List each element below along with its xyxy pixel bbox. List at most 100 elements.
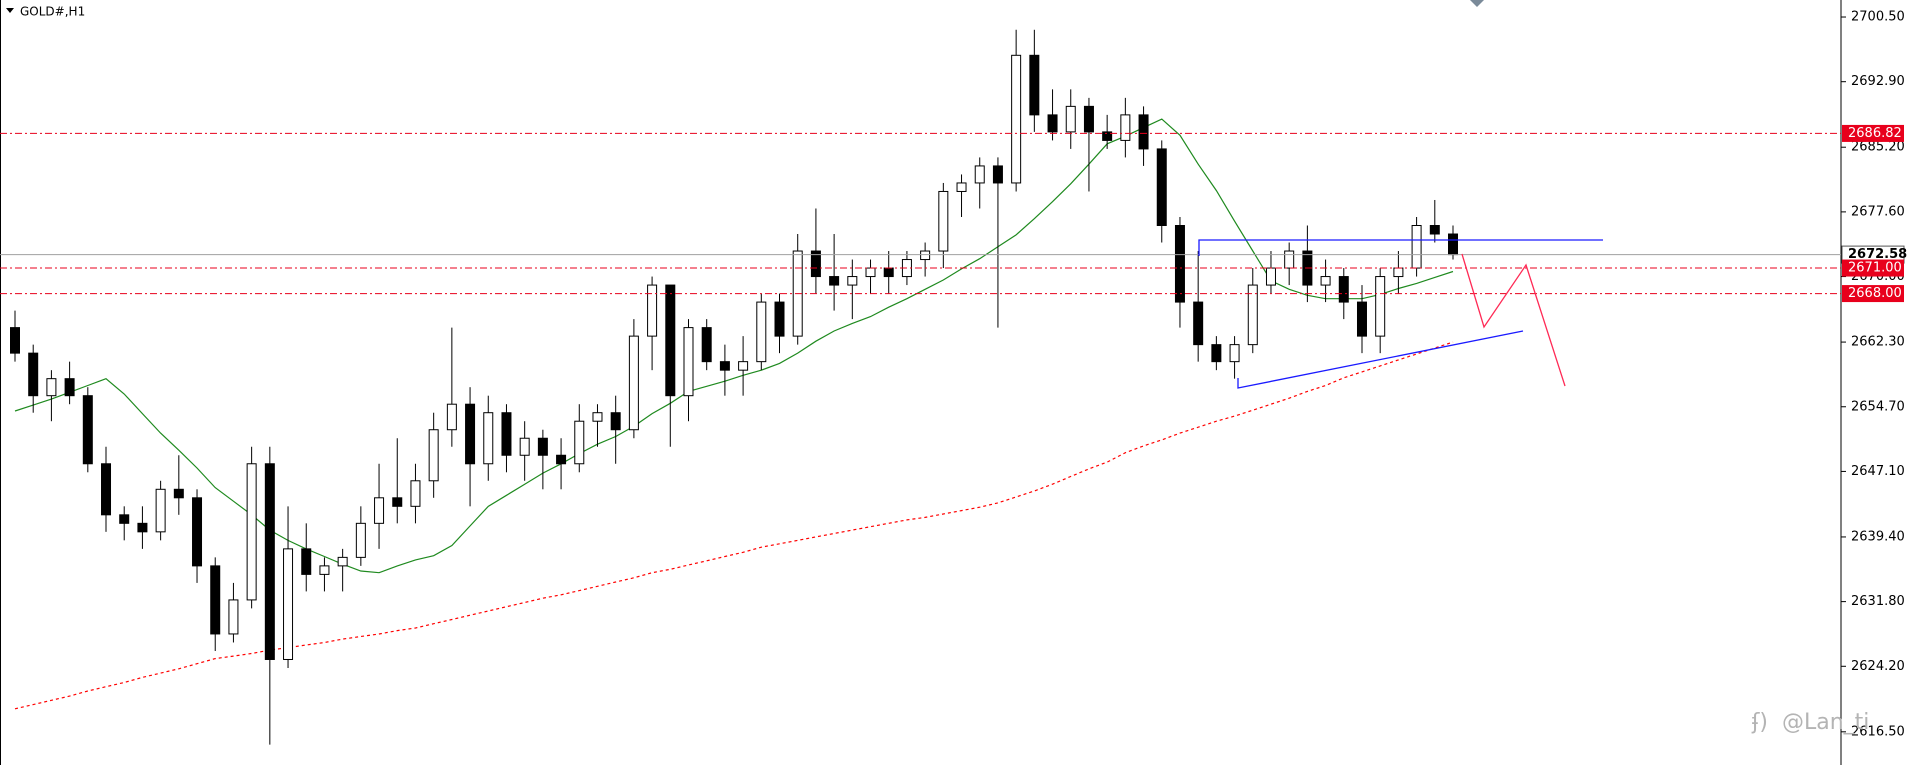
candle-body bbox=[1011, 54, 1022, 184]
support-trendline bbox=[1237, 330, 1524, 389]
candle-body bbox=[1229, 344, 1240, 363]
candle-body bbox=[1065, 105, 1076, 133]
candle-body bbox=[1338, 276, 1349, 303]
candle-body bbox=[574, 420, 585, 465]
candle-body bbox=[1411, 225, 1422, 269]
candle-body bbox=[64, 378, 75, 397]
candle-body bbox=[1265, 267, 1276, 286]
candle-body bbox=[283, 548, 294, 660]
candle-body bbox=[392, 497, 403, 507]
candle-body bbox=[264, 463, 275, 660]
candle-body bbox=[829, 276, 840, 286]
projection-path bbox=[1461, 253, 1566, 387]
candle-body bbox=[1429, 225, 1440, 235]
candle-body bbox=[738, 361, 749, 371]
y-tick-label: 2631.80 bbox=[1851, 594, 1905, 609]
symbol-menu-arrow bbox=[6, 8, 14, 13]
plot: 2700.502692.902685.202677.602670.002662.… bbox=[0, 10, 1905, 745]
y-tick-label: 2685.20 bbox=[1851, 140, 1905, 155]
level-label: 2686.82 bbox=[1848, 126, 1902, 141]
candle-body bbox=[920, 250, 931, 261]
candle-body bbox=[1448, 233, 1458, 256]
candle-body bbox=[774, 301, 785, 337]
candle-body bbox=[847, 276, 858, 286]
candle-body bbox=[701, 327, 712, 363]
candle-body bbox=[155, 488, 166, 533]
candle-body bbox=[556, 454, 567, 465]
candle-body bbox=[10, 327, 20, 354]
y-tick-label: 2616.50 bbox=[1851, 724, 1905, 739]
level-label: 2668.00 bbox=[1848, 286, 1902, 301]
y-tick-label: 2700.50 bbox=[1851, 10, 1905, 25]
candle-body bbox=[82, 395, 93, 465]
candle-body bbox=[301, 548, 312, 575]
candle-body bbox=[1247, 284, 1258, 346]
candle-body bbox=[1356, 301, 1367, 337]
candle-body bbox=[28, 352, 39, 397]
candle-body bbox=[46, 378, 57, 397]
candle-body bbox=[1211, 344, 1222, 363]
candle-body bbox=[1284, 250, 1295, 269]
logo: ʄ) bbox=[1751, 710, 1768, 735]
candle-body bbox=[428, 429, 439, 482]
candle-body bbox=[756, 301, 767, 363]
candle-body bbox=[537, 437, 548, 456]
candle-body bbox=[410, 480, 421, 507]
candle-body bbox=[192, 497, 203, 567]
candle-body bbox=[665, 284, 676, 397]
last-price-label: 2672.58 bbox=[1848, 247, 1907, 262]
y-tick-label: 2692.90 bbox=[1851, 74, 1905, 89]
candle-body bbox=[1193, 301, 1204, 346]
candle-body bbox=[1174, 225, 1185, 303]
candle-body bbox=[246, 463, 257, 601]
level-label-box bbox=[1842, 259, 1904, 277]
candle-body bbox=[501, 412, 512, 456]
watermark: @Lan_ti bbox=[1782, 710, 1869, 735]
y-tick-label: 2677.60 bbox=[1851, 204, 1905, 219]
candle-body bbox=[883, 267, 894, 278]
candle-body bbox=[465, 403, 476, 465]
candle-body bbox=[938, 190, 949, 252]
y-tick-label: 2639.40 bbox=[1851, 529, 1905, 544]
candle-body bbox=[992, 165, 1003, 184]
level-label: 2671.00 bbox=[1848, 261, 1902, 276]
candle-body bbox=[446, 403, 457, 431]
candle-body bbox=[628, 335, 639, 431]
shift-marker bbox=[1470, 0, 1484, 7]
candle-body bbox=[101, 463, 112, 516]
candle-body bbox=[974, 165, 985, 184]
y-tick-label: 2654.70 bbox=[1851, 399, 1905, 414]
candle-body bbox=[1047, 114, 1058, 133]
candle-body bbox=[1393, 267, 1404, 278]
candle-body bbox=[210, 565, 221, 635]
chart-title: GOLD#,H1 bbox=[20, 5, 85, 19]
candle-body bbox=[865, 267, 876, 278]
candle-body bbox=[228, 599, 239, 635]
candle-body bbox=[374, 497, 385, 524]
y-tick-label: 2624.20 bbox=[1851, 659, 1905, 674]
level-label-box bbox=[1842, 285, 1904, 303]
candle-body bbox=[683, 327, 694, 397]
candle-body bbox=[647, 284, 658, 337]
candle-body bbox=[1375, 276, 1386, 337]
candle-body bbox=[719, 361, 730, 371]
candle-body bbox=[319, 565, 330, 575]
y-tick-label: 2662.30 bbox=[1851, 335, 1905, 350]
candle-body bbox=[1320, 276, 1331, 286]
moving-average bbox=[14, 341, 1454, 710]
candle-body bbox=[610, 412, 621, 431]
candle-body bbox=[355, 522, 366, 558]
candle-body bbox=[1156, 148, 1167, 227]
level-label-box bbox=[1842, 124, 1904, 142]
candle-body bbox=[1102, 131, 1113, 141]
candle-body bbox=[119, 514, 130, 524]
resistance-line bbox=[1198, 239, 1603, 256]
y-tick-label: 2647.10 bbox=[1851, 464, 1905, 479]
candle-body bbox=[810, 250, 821, 278]
candle-body bbox=[1029, 54, 1040, 116]
candle-body bbox=[483, 412, 494, 465]
candle-body bbox=[956, 182, 967, 192]
candle-body bbox=[1120, 114, 1131, 141]
